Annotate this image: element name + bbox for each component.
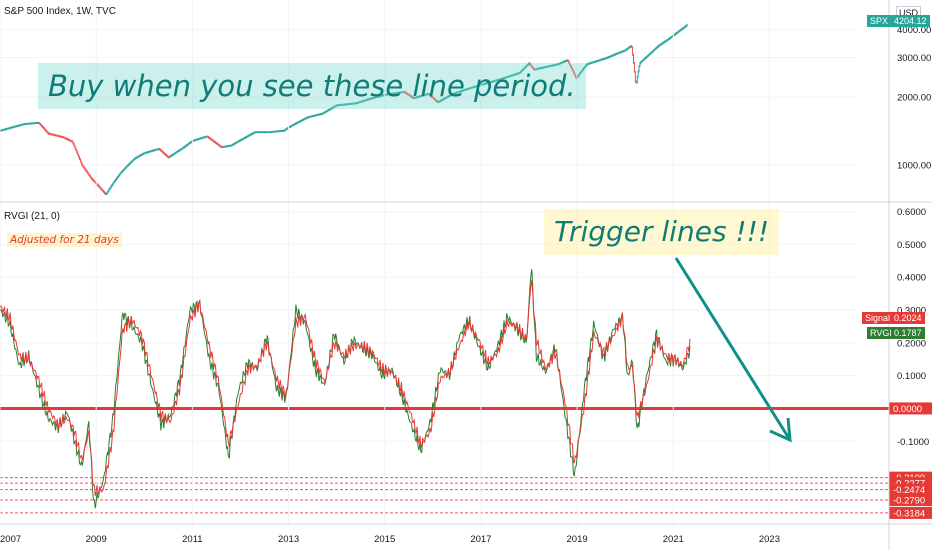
price-tick-label: 4000.00 xyxy=(897,25,931,36)
time-tick-label: 2023 xyxy=(759,534,780,545)
zero-tag-label: 0.0000 xyxy=(893,404,922,415)
price-axis: 1000.00 2000.00 3000.00 4000.00 xyxy=(897,25,931,172)
trigger-tag-label: -0.2790 xyxy=(893,495,925,506)
last-price-tag: 4204.12 xyxy=(891,15,930,27)
rvgi-tag-value: 0.1787 xyxy=(891,327,925,339)
trigger-annotation[interactable]: Trigger lines !!! xyxy=(544,209,780,255)
chart-title: S&P 500 Index, 1W, TVC xyxy=(4,6,116,17)
rvgi-tick-label: 0.5000 xyxy=(897,240,926,251)
signal-tag-value: 0.2024 xyxy=(891,312,925,324)
trigger-tag xyxy=(889,483,932,496)
rvgi-tick-label: 0.3000 xyxy=(897,306,926,317)
lower-grid xyxy=(0,0,889,524)
upper-grid xyxy=(0,28,856,166)
signal-line xyxy=(0,280,691,496)
rvgi-tag-label: RVGI xyxy=(867,327,895,339)
buy-annotation[interactable]: Buy when you see these line period. xyxy=(38,63,586,109)
rvgi-line xyxy=(0,269,691,509)
rvgi-tick-label: 0.6000 xyxy=(897,207,926,218)
time-tick-label: 2011 xyxy=(182,534,202,545)
trigger-tag-label: -0.3184 xyxy=(893,508,925,519)
zero-tag xyxy=(889,402,932,415)
time-tick-label: 2007 xyxy=(0,534,21,545)
symbol-tag: SPX xyxy=(867,15,892,27)
time-tick-label: 2015 xyxy=(374,534,395,545)
arrow-head xyxy=(769,417,792,443)
time-tick-label: 2021 xyxy=(663,534,684,545)
rvgi-tick-label: 0.1000 xyxy=(897,371,926,382)
rvgi-lines xyxy=(0,269,691,509)
indicator-title[interactable]: RVGI (21, 0) xyxy=(4,211,60,222)
time-tick-label: 2013 xyxy=(278,534,299,545)
price-tick-label: 2000.00 xyxy=(897,93,931,104)
adjusted-note[interactable]: Adjusted for 21 days xyxy=(7,233,122,247)
signal-tag-label: Signal xyxy=(862,312,894,324)
price-tick-label: 1000.00 xyxy=(897,161,931,172)
price-tick-label: 3000.00 xyxy=(897,53,931,64)
trigger-tag xyxy=(889,506,932,519)
trend-arrow xyxy=(674,257,792,443)
rvgi-axis: 0.6000 0.5000 0.4000 0.3000 0.2000 0.1000 -0.1… xyxy=(889,207,932,519)
time-tick-label: 2019 xyxy=(567,534,588,545)
time-tick-label: 2009 xyxy=(86,534,107,545)
rvgi-tick-label: -0.1000 xyxy=(897,437,929,448)
rvgi-tick-label: 0.4000 xyxy=(897,273,926,284)
rvgi-tick-label: 0.2000 xyxy=(897,338,926,349)
trigger-tag xyxy=(889,493,932,506)
price-candles xyxy=(0,23,688,196)
trigger-tag-label: -0.2474 xyxy=(893,485,925,496)
arrow-shaft xyxy=(674,257,792,441)
time-tick-label: 2017 xyxy=(470,534,491,545)
